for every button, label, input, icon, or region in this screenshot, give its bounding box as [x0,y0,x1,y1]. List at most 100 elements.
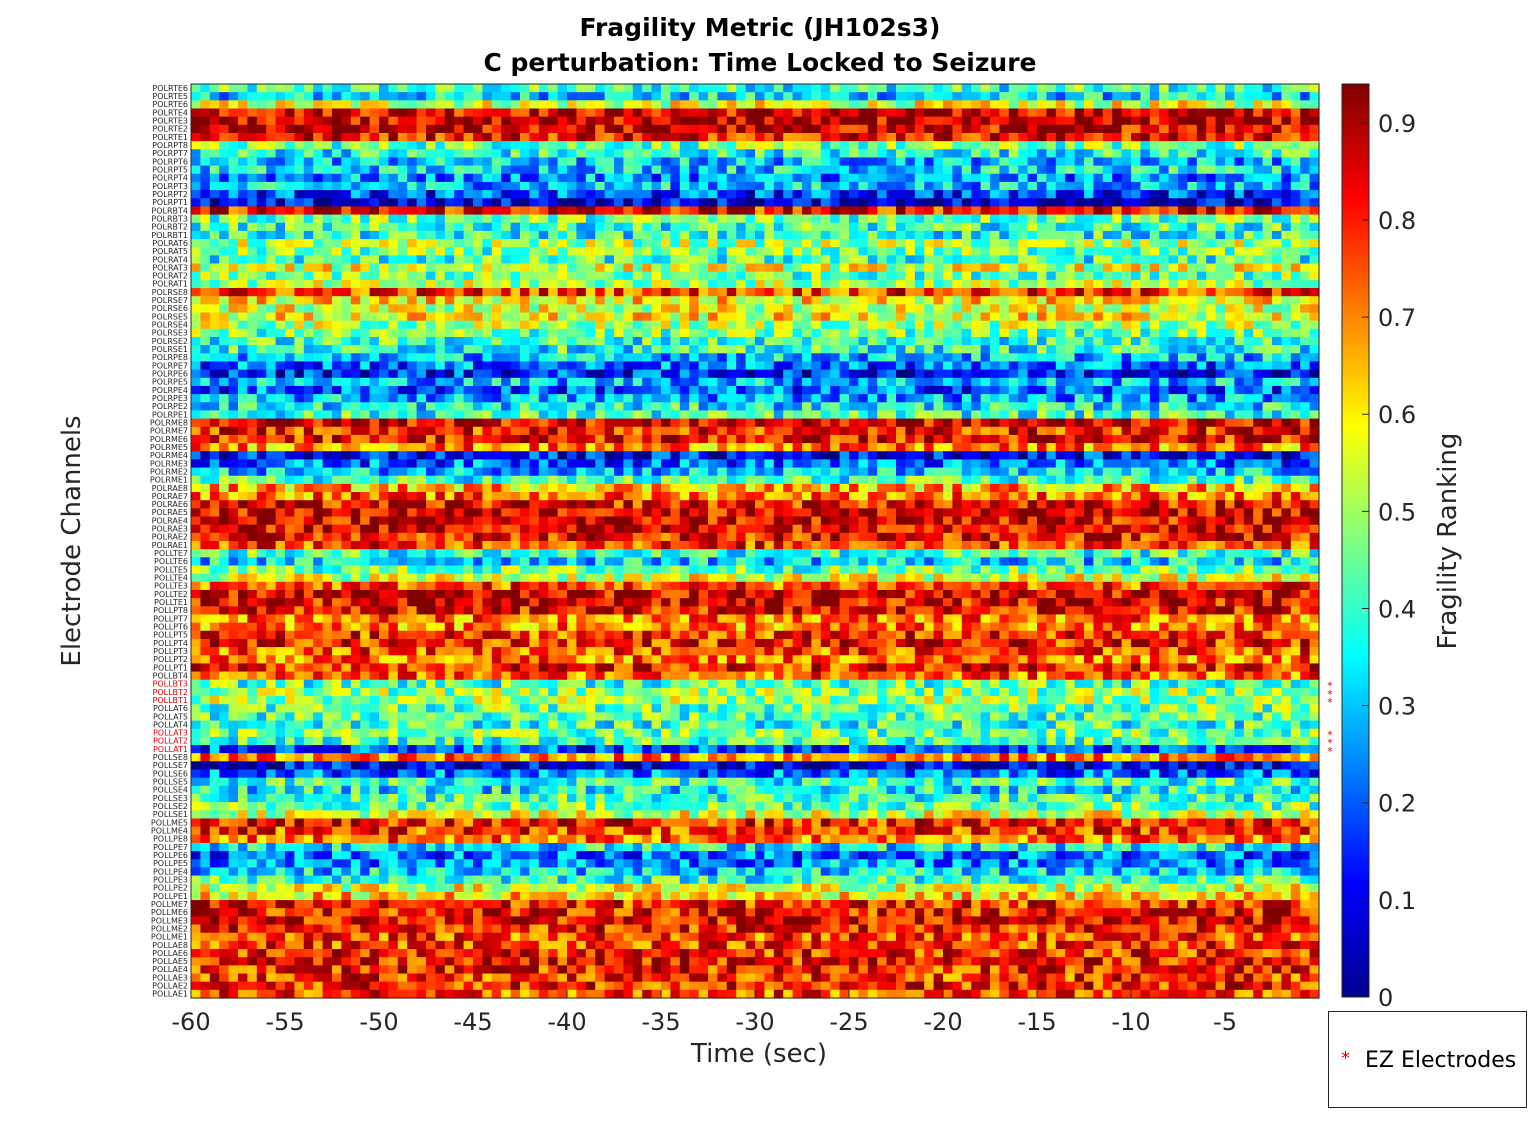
heatmap-cell [1196,263,1207,273]
heatmap-cell [501,263,512,273]
heatmap-cell [247,312,258,322]
heatmap-cell [529,361,540,371]
heatmap-cell [1140,239,1151,248]
heatmap-row [191,402,1320,412]
heatmap-cell [1262,132,1273,142]
heatmap-cell [679,222,690,232]
heatmap-cell [1309,92,1320,101]
heatmap-cell [1046,296,1057,305]
heatmap-cell [726,206,737,216]
heatmap-cell [896,312,906,322]
heatmap-cell [905,173,916,183]
heatmap-cell [670,84,681,93]
heatmap-cell [388,304,399,314]
heatmap-cell [783,271,794,281]
heatmap-cell [595,312,606,322]
heatmap-cell [632,173,643,183]
heatmap-cell [238,157,248,167]
heatmap-cell [877,141,888,150]
heatmap-cell [867,132,878,142]
heatmap-cell [501,181,512,191]
heatmap-cell [595,84,606,93]
heatmap-cell [783,312,794,322]
heatmap-cell [689,255,700,265]
heatmap-cell [764,100,775,110]
heatmap-cell [482,402,493,412]
heatmap-cell [1243,402,1254,412]
heatmap-cell [332,402,342,412]
heatmap-cell [491,84,502,93]
heatmap-cell [463,206,474,216]
heatmap-cell [388,279,399,289]
heatmap-cell [1093,116,1104,126]
heatmap-cell [576,312,587,322]
heatmap-cell [1215,124,1226,134]
heatmap-cell [463,84,474,93]
heatmap-cell [1215,149,1226,159]
heatmap-cell [1243,222,1254,232]
heatmap-cell [1046,271,1057,281]
heatmap-cell [369,418,380,428]
heatmap-cell [877,132,888,142]
heatmap-cell [538,271,549,281]
heatmap-cell [632,108,643,118]
heatmap-cell [1055,165,1066,175]
heatmap-cell [773,230,784,240]
heatmap-cell [661,190,671,199]
heatmap-cell [1074,296,1085,305]
heatmap-cell [745,247,756,256]
heatmap-cell [1159,92,1170,101]
heatmap-cell [454,92,465,101]
heatmap-cell [952,369,963,379]
heatmap-cell [783,108,794,118]
heatmap-cell [200,116,211,126]
heatmap-cell [952,402,963,412]
heatmap-cell [266,288,277,297]
heatmap-cell [557,263,568,273]
heatmap-cell [999,222,1010,232]
heatmap-cell [1178,279,1188,289]
heatmap-cell [585,141,596,150]
heatmap-cell [1168,279,1179,289]
heatmap-cell [473,116,483,126]
heatmap-cell [435,181,446,191]
heatmap-cell [567,222,577,232]
heatmap-cell [520,279,530,289]
heatmap-cell [256,206,267,216]
heatmap-cell [1234,394,1245,403]
heatmap-cell [679,320,690,330]
heatmap-cell [435,108,446,118]
heatmap-cell [595,369,606,379]
heatmap-cell [811,157,822,167]
heatmap-cell [839,149,850,159]
heatmap-cell [1253,214,1264,224]
heatmap-cell [228,100,239,110]
heatmap-cell [557,353,568,363]
heatmap-cell [980,173,991,183]
heatmap-cell [520,165,530,175]
heatmap-cell [999,377,1010,387]
heatmap-cell [482,312,493,322]
heatmap-cell [623,263,634,273]
heatmap-cell [501,190,512,199]
heatmap-cell [501,402,512,412]
heatmap-cell [247,345,258,354]
heatmap-cell [491,255,502,265]
heatmap-cell [520,296,530,305]
heatmap-cell [191,279,201,289]
heatmap-cell [811,214,822,224]
heatmap-cell [773,198,784,208]
heatmap-cell [1272,320,1282,330]
heatmap-cell [303,214,314,224]
heatmap-cell [1234,247,1245,256]
heatmap-cell [736,173,747,183]
heatmap-cell [924,336,935,346]
heatmap-cell [679,271,690,281]
heatmap-cell [886,206,897,216]
heatmap-cell [1008,190,1019,199]
heatmap-cell [1093,100,1104,110]
heatmap-cell [736,132,747,142]
heatmap-cell [1281,181,1292,191]
heatmap-cell [670,108,681,118]
heatmap-cell [961,377,972,387]
